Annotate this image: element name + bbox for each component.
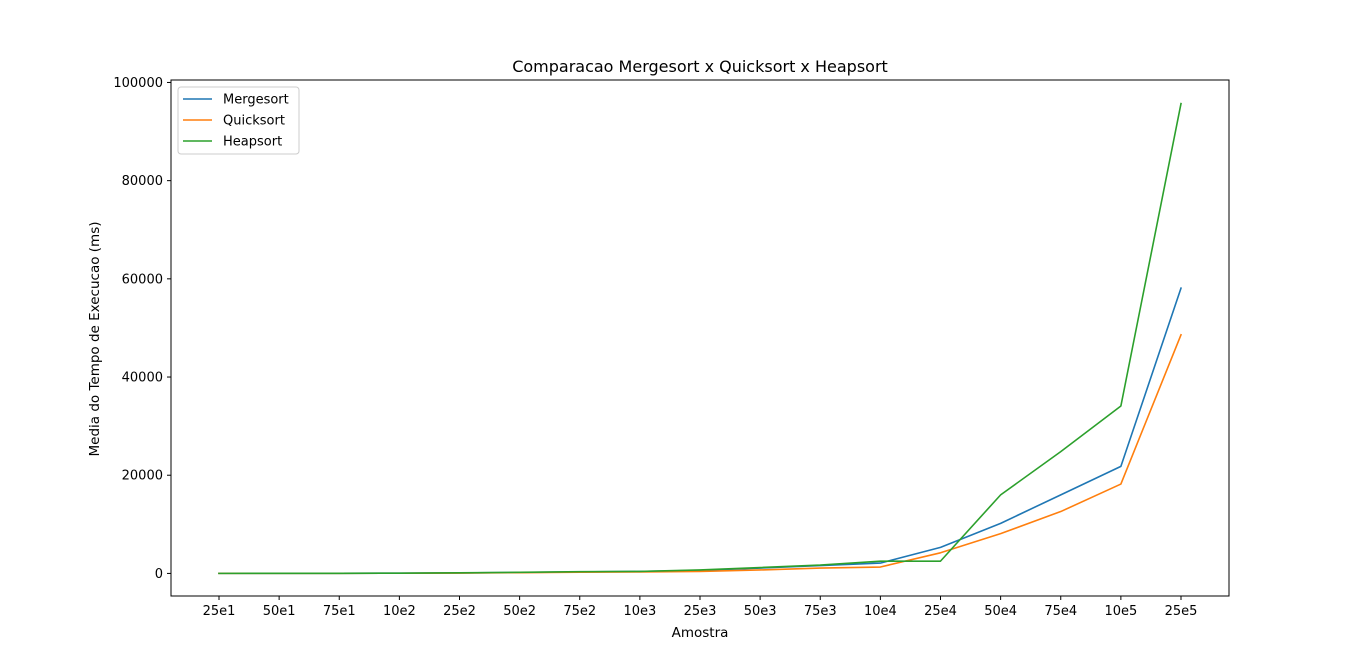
x-tick-label: 75e4 xyxy=(1044,604,1077,619)
series-line-quicksort xyxy=(218,333,1183,575)
x-tick-label: 50e3 xyxy=(744,604,777,619)
series-line-heapsort xyxy=(218,102,1182,575)
series-line-mergesort xyxy=(218,287,1183,575)
plot-frame xyxy=(170,79,1230,597)
legend-label-mergesort: Mergesort xyxy=(223,93,289,108)
x-tick-label: 50e4 xyxy=(984,604,1017,619)
y-tick-label: 100000 xyxy=(113,76,163,91)
x-tick-label: 25e3 xyxy=(684,604,717,619)
x-tick-label: 50e1 xyxy=(263,604,296,619)
x-tick-label: 25e2 xyxy=(443,604,476,619)
y-tick-label: 0 xyxy=(155,567,163,582)
x-tick-label: 10e4 xyxy=(864,604,897,619)
legend-label-heapsort: Heapsort xyxy=(223,135,282,150)
x-tick-label: 10e3 xyxy=(623,604,656,619)
chart-title: Comparacao Mergesort x Quicksort x Heaps… xyxy=(512,57,888,76)
x-tick-label: 25e1 xyxy=(203,604,236,619)
x-tick-label: 25e4 xyxy=(924,604,957,619)
x-tick-label: 75e2 xyxy=(563,604,596,619)
x-axis-label: Amostra xyxy=(672,625,729,641)
legend-label-quicksort: Quicksort xyxy=(223,114,285,129)
x-tick-label: 50e2 xyxy=(503,604,536,619)
legend-box xyxy=(177,86,300,155)
x-tick-label: 10e2 xyxy=(383,604,416,619)
y-tick-label: 80000 xyxy=(122,174,163,189)
x-tick-label: 10e5 xyxy=(1104,604,1137,619)
x-tick-label: 75e3 xyxy=(804,604,837,619)
y-axis-label: Media do Tempo de Execucao (ms) xyxy=(87,221,103,456)
x-tick-label: 25e5 xyxy=(1165,604,1198,619)
y-tick-label: 20000 xyxy=(122,469,163,484)
y-tick-label: 40000 xyxy=(122,371,163,386)
x-tick-label: 75e1 xyxy=(323,604,356,619)
y-tick-label: 60000 xyxy=(122,272,163,287)
